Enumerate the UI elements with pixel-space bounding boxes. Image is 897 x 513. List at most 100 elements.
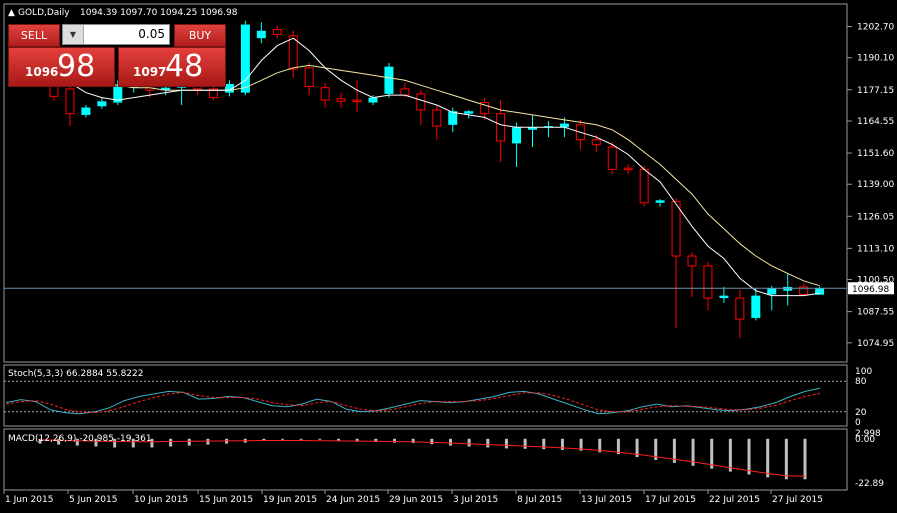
candle-body — [272, 29, 282, 35]
time-axis-label: 17 Jul 2015 — [645, 495, 696, 505]
sell-price-button[interactable]: 1096 98 — [8, 47, 115, 87]
candle-body — [639, 168, 649, 204]
macd-histogram-bar — [38, 438, 42, 444]
candle-body — [559, 123, 569, 128]
candle-body — [336, 98, 346, 102]
macd-histogram-bar — [766, 438, 770, 478]
candle-body — [687, 255, 697, 267]
macd-histogram-bar — [598, 438, 602, 453]
candle-body — [480, 102, 490, 115]
macd-histogram-bar — [710, 438, 714, 469]
current-price-label: 1096.98 — [852, 285, 889, 295]
candle-body — [65, 88, 75, 115]
lot-size-value[interactable]: 0.05 — [138, 27, 165, 41]
lot-dropdown-icon[interactable]: ▼ — [63, 25, 84, 44]
macd-title: MACD(12,26,9) -20.985 -19.361 — [8, 434, 152, 444]
macd-histogram-bar — [728, 438, 732, 472]
buy-price-integer: 1097 — [133, 65, 167, 79]
stoch-axis-label: 0 — [855, 418, 861, 428]
candle-body — [607, 146, 617, 170]
macd-histogram-bar — [94, 438, 98, 447]
lot-size-field[interactable]: ▼ 0.05 — [62, 24, 170, 45]
price-axis-label: 1074.95 — [857, 339, 894, 349]
candle-body — [432, 109, 442, 127]
candle-body — [512, 127, 522, 144]
buy-price-button[interactable]: 1097 48 — [118, 47, 226, 87]
candle-body — [304, 67, 314, 87]
candle-body — [783, 286, 793, 291]
macd-histogram-bar — [803, 438, 807, 480]
candle-body — [400, 88, 410, 96]
macd-histogram-bar — [448, 438, 452, 446]
macd-histogram-bar — [486, 438, 490, 448]
macd-histogram-bar — [616, 438, 620, 455]
price-axis-label: 1113.10 — [857, 244, 894, 254]
macd-histogram-bar — [374, 438, 378, 443]
time-axis-label: 13 Jul 2015 — [581, 495, 632, 505]
sell-price-integer: 1096 — [25, 65, 59, 79]
macd-histogram-bar — [131, 438, 135, 448]
candle-body — [288, 35, 298, 70]
price-axis-label: 1177.15 — [857, 86, 894, 96]
candle-body — [767, 288, 777, 295]
macd-histogram-bar — [560, 438, 564, 450]
macd-histogram-bar — [784, 438, 788, 480]
price-axis-label: 1100.50 — [857, 276, 894, 286]
candle-body — [671, 201, 681, 257]
candle-body — [528, 127, 537, 130]
buy-button[interactable]: BUY — [174, 24, 226, 47]
candle-body — [464, 111, 474, 114]
sell-price-pips: 98 — [57, 49, 96, 84]
candle-body — [224, 83, 234, 93]
candle-body — [352, 99, 362, 103]
one-click-trading-panel: SELL ▼ 0.05 BUY 1096 98 1097 48 — [8, 24, 226, 88]
macd-histogram-bar — [430, 438, 434, 445]
macd-panel — [38, 438, 807, 480]
candle-body — [209, 88, 218, 99]
time-axis-label: 19 Jun 2015 — [263, 495, 317, 505]
macd-histogram-bar — [75, 438, 79, 446]
candle-body — [97, 101, 107, 107]
price-axis-label: 1202.70 — [857, 23, 894, 33]
macd-histogram-bar — [318, 438, 322, 440]
time-axis-label: 1 Jun 2015 — [5, 495, 53, 505]
price-panel-frame — [3, 3, 848, 363]
price-axis-label: 1087.55 — [857, 308, 894, 318]
sell-button[interactable]: SELL — [8, 24, 60, 47]
macd-histogram-bar — [299, 438, 303, 440]
time-axis-label: 29 Jun 2015 — [389, 495, 443, 505]
candle-body — [703, 265, 713, 299]
candle-body — [368, 97, 378, 103]
stoch-panel-frame — [3, 364, 848, 427]
macd-histogram-bar — [635, 438, 639, 458]
macd-histogram-bar — [281, 438, 285, 440]
macd-histogram-bar — [355, 438, 359, 442]
candle-body — [161, 87, 171, 91]
stochastic-panel — [4, 380, 847, 415]
candle-body — [448, 111, 458, 125]
macd-histogram-bar — [747, 438, 751, 475]
stoch-main-line — [5, 387, 821, 415]
macd-histogram-bar — [169, 438, 173, 447]
time-axis-label: 10 Jun 2015 — [134, 495, 188, 505]
macd-histogram-bar — [206, 438, 210, 445]
macd-histogram-bar — [467, 438, 471, 447]
stoch-axis-label: 20 — [855, 408, 867, 418]
candle-body — [81, 107, 91, 115]
macd-histogram-bar — [57, 438, 61, 445]
candle-body — [751, 295, 761, 318]
fast-moving-average-line — [53, 37, 820, 297]
price-axis-label: 1126.05 — [857, 212, 894, 222]
candle-body — [384, 66, 394, 94]
candle-body — [496, 113, 506, 142]
candle-body — [719, 295, 729, 299]
macd-histogram-bar — [411, 438, 415, 444]
price-axis-label: 1190.10 — [857, 54, 894, 64]
current-price-tag — [848, 282, 894, 295]
macd-histogram-bar — [691, 438, 695, 466]
time-axis-label: 22 Jul 2015 — [709, 495, 760, 505]
macd-histogram-bar — [654, 438, 658, 460]
time-axis-label: 15 Jun 2015 — [199, 495, 253, 505]
macd-histogram-bar — [337, 438, 341, 441]
